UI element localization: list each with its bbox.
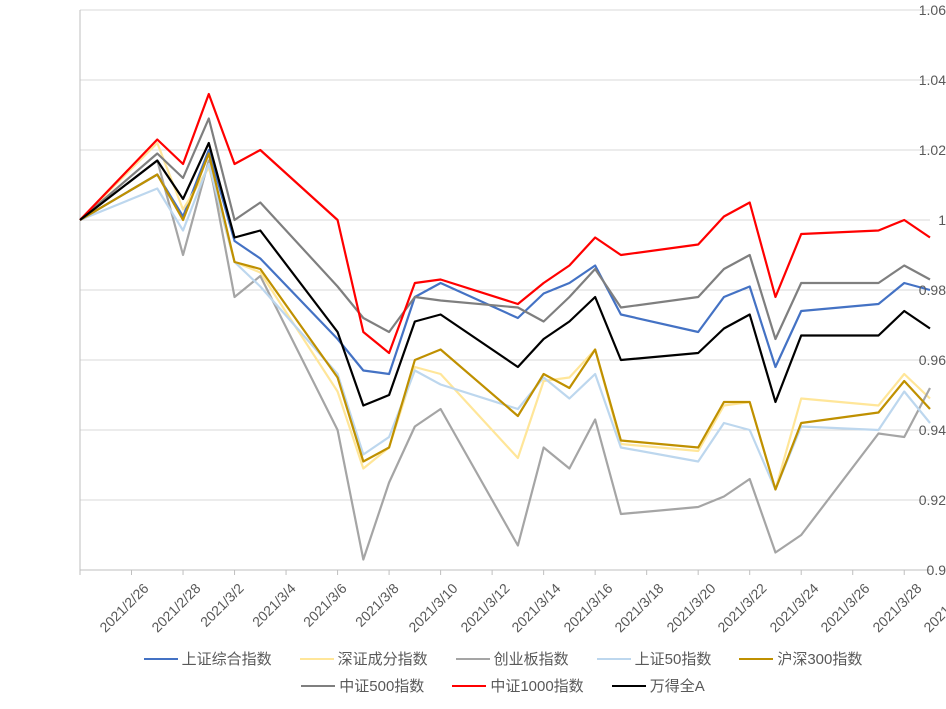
legend-item: 深证成分指数 bbox=[300, 648, 428, 669]
legend-item: 上证50指数 bbox=[597, 648, 712, 669]
series-line bbox=[80, 154, 930, 490]
legend-swatch bbox=[456, 658, 490, 660]
legend-label: 中证1000指数 bbox=[490, 675, 583, 696]
legend-swatch bbox=[739, 658, 773, 660]
line-chart: 0.90.920.940.960.9811.021.041.062021/2/2… bbox=[0, 0, 946, 709]
legend-label: 上证综合指数 bbox=[182, 648, 272, 669]
y-tick-label: 0.92 bbox=[874, 492, 946, 508]
y-tick-label: 1 bbox=[874, 212, 946, 228]
legend-label: 沪深300指数 bbox=[777, 648, 862, 669]
series-line bbox=[80, 143, 930, 406]
y-tick-label: 1.06 bbox=[874, 2, 946, 18]
legend-swatch bbox=[300, 658, 334, 660]
legend-swatch bbox=[301, 685, 335, 687]
series-line bbox=[80, 150, 930, 374]
y-tick-label: 0.98 bbox=[874, 282, 946, 298]
legend-swatch bbox=[612, 685, 646, 687]
legend-swatch bbox=[144, 658, 178, 660]
y-tick-label: 1.04 bbox=[874, 72, 946, 88]
legend-label: 上证50指数 bbox=[635, 648, 712, 669]
legend-item: 沪深300指数 bbox=[739, 648, 862, 669]
legend-item: 中证500指数 bbox=[301, 675, 424, 696]
legend-label: 创业板指数 bbox=[494, 648, 569, 669]
legend-swatch bbox=[452, 685, 486, 687]
y-tick-label: 0.9 bbox=[874, 562, 946, 578]
legend-item: 万得全A bbox=[612, 675, 705, 696]
legend-label: 深证成分指数 bbox=[338, 648, 428, 669]
legend-item: 创业板指数 bbox=[456, 648, 569, 669]
series-line bbox=[80, 143, 930, 490]
legend: 上证综合指数 深证成分指数 创业板指数 上证50指数 沪深300指数中证500指数 中证1… bbox=[80, 648, 926, 696]
series-line bbox=[80, 164, 930, 490]
legend-item: 上证综合指数 bbox=[144, 648, 272, 669]
series-line bbox=[80, 94, 930, 353]
legend-label: 万得全A bbox=[650, 675, 705, 696]
y-tick-label: 0.96 bbox=[874, 352, 946, 368]
y-tick-label: 1.02 bbox=[874, 142, 946, 158]
legend-item: 中证1000指数 bbox=[452, 675, 583, 696]
legend-swatch bbox=[597, 658, 631, 660]
legend-label: 中证500指数 bbox=[339, 675, 424, 696]
y-tick-label: 0.94 bbox=[874, 422, 946, 438]
